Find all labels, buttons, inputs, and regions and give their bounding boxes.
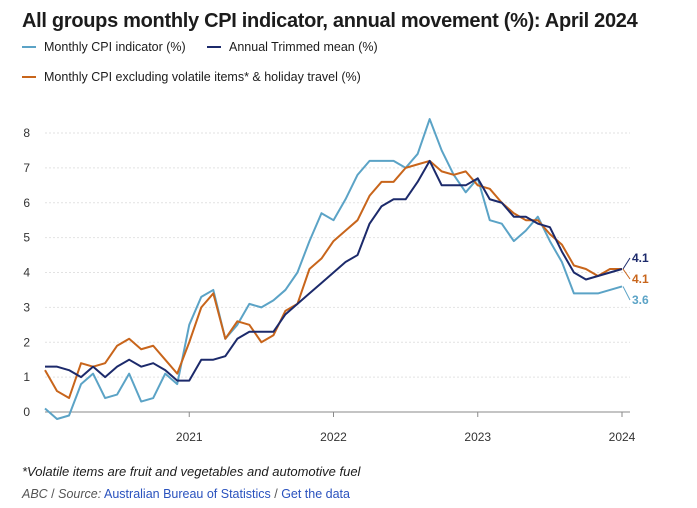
source-prefix: ABC xyxy=(22,487,48,501)
end-connector-excl-volatile xyxy=(622,268,631,280)
x-tick-label-2021: 2021 xyxy=(176,430,203,444)
series-line-monthly-cpi xyxy=(44,118,623,420)
source-link-abs[interactable]: Australian Bureau of Statistics xyxy=(104,487,271,501)
legend-label-monthly-cpi: Monthly CPI indicator (%) xyxy=(44,40,186,54)
end-label-trimmed-mean: 4.1 xyxy=(632,251,649,265)
x-tick-label-2024: 2024 xyxy=(609,430,636,444)
end-label-monthly-cpi: 3.6 xyxy=(632,293,649,307)
y-tick-label-8: 8 xyxy=(23,126,30,140)
source-separator-1: / xyxy=(47,487,59,501)
end-connector-trimmed-mean xyxy=(622,257,631,270)
legend-swatch-monthly-cpi xyxy=(22,46,36,48)
y-tick-label-3: 3 xyxy=(23,300,30,314)
series-line-trimmed-mean xyxy=(45,159,623,382)
y-tick-label-4: 4 xyxy=(23,266,30,280)
chart-title: All groups monthly CPI indicator, annual… xyxy=(22,10,638,32)
end-label-excl-volatile: 4.1 xyxy=(632,272,649,286)
source-separator-2: / xyxy=(270,487,282,501)
end-connector-monthly-cpi xyxy=(622,286,631,301)
legend-item-trimmed-mean: Annual Trimmed mean (%) xyxy=(207,40,378,54)
get-the-data-link[interactable]: Get the data xyxy=(281,487,350,501)
legend-label-excl-volatile: Monthly CPI excluding volatile items* & … xyxy=(44,70,361,84)
legend-swatch-excl-volatile xyxy=(22,76,36,78)
y-tick-label-6: 6 xyxy=(23,196,30,210)
y-tick-label-2: 2 xyxy=(23,335,30,349)
legend-item-excl-volatile: Monthly CPI excluding volatile items* & … xyxy=(22,70,361,84)
legend-swatch-trimmed-mean xyxy=(207,46,221,48)
legend-item-monthly-cpi: Monthly CPI indicator (%) xyxy=(22,40,186,54)
series-line-excl-volatile xyxy=(44,159,622,400)
y-tick-label-7: 7 xyxy=(23,161,30,175)
y-tick-label-0: 0 xyxy=(23,405,30,419)
x-tick-label-2022: 2022 xyxy=(320,430,347,444)
y-tick-label-1: 1 xyxy=(23,370,30,384)
source-line: ABC / Source: Australian Bureau of Stati… xyxy=(22,487,350,501)
legend-label-trimmed-mean: Annual Trimmed mean (%) xyxy=(229,40,378,54)
footnote: *Volatile items are fruit and vegetables… xyxy=(22,464,361,479)
source-label: Source: xyxy=(58,487,102,501)
line-chart: 0 1 2 3 4 5 6 7 8 2021 2022 2023 2024 4.1 4.1 3.6 xyxy=(23,118,649,444)
y-tick-label-5: 5 xyxy=(23,231,30,245)
x-tick-label-2023: 2023 xyxy=(464,430,491,444)
